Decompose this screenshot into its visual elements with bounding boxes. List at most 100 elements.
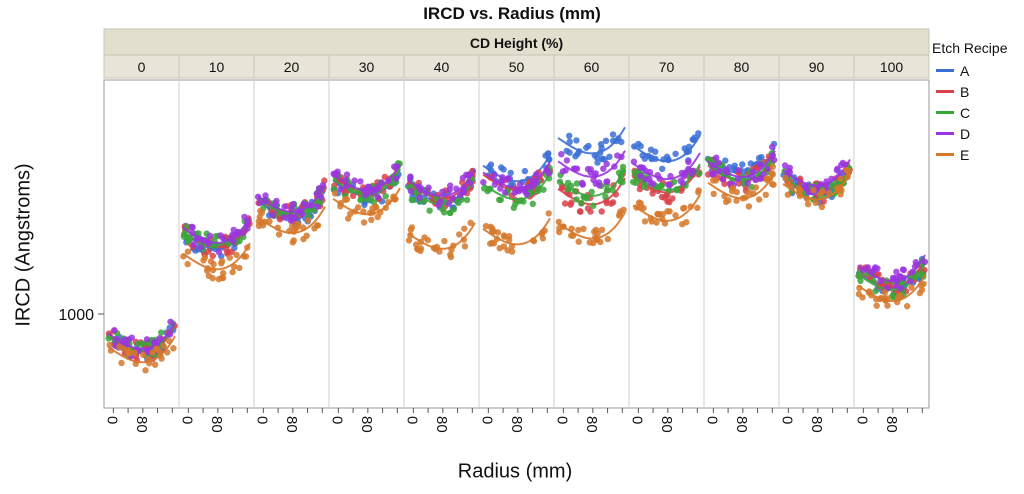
data-point-D bbox=[595, 179, 603, 186]
data-point-E bbox=[360, 208, 367, 215]
data-point-E bbox=[752, 184, 760, 191]
data-point-E bbox=[377, 209, 384, 216]
data-point-D bbox=[460, 188, 467, 195]
data-point-E bbox=[219, 274, 227, 282]
data-point-E bbox=[804, 201, 812, 208]
data-point-A bbox=[546, 156, 553, 163]
x-tick-label: 0 bbox=[253, 416, 270, 424]
data-point-C bbox=[487, 185, 494, 192]
data-point-E bbox=[488, 239, 496, 246]
data-point-D bbox=[667, 172, 674, 180]
x-tick-label: 0 bbox=[178, 416, 195, 424]
data-point-E bbox=[590, 239, 597, 247]
data-point-E bbox=[236, 264, 243, 272]
data-point-D bbox=[864, 264, 871, 271]
data-point-C bbox=[855, 272, 862, 280]
data-point-D bbox=[435, 201, 442, 209]
data-point-C bbox=[517, 197, 524, 204]
data-point-E bbox=[894, 298, 901, 306]
data-point-E bbox=[368, 216, 375, 223]
data-point-E bbox=[505, 233, 513, 240]
data-point-A bbox=[639, 152, 646, 159]
data-point-E bbox=[351, 208, 359, 215]
data-point-A bbox=[591, 152, 598, 159]
data-point-E bbox=[461, 243, 469, 250]
data-point-C bbox=[510, 204, 517, 211]
data-point-E bbox=[672, 212, 679, 219]
data-point-A bbox=[635, 140, 642, 148]
data-point-E bbox=[292, 225, 300, 232]
data-point-D bbox=[422, 189, 429, 197]
data-point-D bbox=[407, 174, 414, 181]
data-point-E bbox=[184, 248, 192, 255]
data-point-C bbox=[463, 196, 471, 204]
data-point-E bbox=[575, 226, 582, 234]
legend-label: A bbox=[960, 62, 970, 79]
data-point-C bbox=[368, 195, 375, 202]
data-point-D bbox=[921, 258, 929, 266]
data-point-E bbox=[501, 233, 508, 240]
legend-item-B: B bbox=[932, 81, 1007, 102]
data-point-D bbox=[897, 285, 905, 292]
x-tick-label: 80 bbox=[883, 416, 900, 433]
data-point-C bbox=[139, 340, 146, 347]
data-point-D bbox=[291, 214, 298, 222]
data-point-D bbox=[497, 185, 504, 192]
data-point-E bbox=[450, 242, 457, 249]
data-point-E bbox=[616, 212, 623, 219]
data-point-D bbox=[113, 336, 120, 343]
legend-swatch bbox=[936, 69, 954, 72]
data-point-A bbox=[659, 165, 666, 172]
data-point-C bbox=[578, 200, 585, 207]
data-point-C bbox=[540, 186, 547, 193]
series-fit-line-D bbox=[257, 185, 326, 213]
data-point-D bbox=[439, 188, 446, 195]
data-point-D bbox=[877, 277, 884, 285]
data-point-E bbox=[372, 203, 379, 210]
data-point-D bbox=[453, 185, 460, 192]
data-point-E bbox=[200, 257, 207, 264]
data-point-D bbox=[189, 224, 196, 231]
data-point-E bbox=[290, 237, 297, 244]
data-point-E bbox=[337, 199, 344, 207]
data-point-E bbox=[417, 238, 424, 246]
data-point-A bbox=[576, 148, 583, 155]
data-point-E bbox=[170, 345, 177, 352]
data-point-D bbox=[590, 176, 597, 184]
data-point-A bbox=[566, 138, 573, 145]
data-point-D bbox=[111, 327, 118, 334]
panel-label: 10 bbox=[209, 59, 225, 75]
x-tick-label: 80 bbox=[733, 416, 750, 433]
data-point-E bbox=[126, 349, 133, 356]
data-point-E bbox=[908, 284, 915, 291]
data-point-D bbox=[715, 159, 722, 166]
data-point-A bbox=[606, 153, 613, 160]
data-point-A bbox=[599, 155, 606, 163]
x-tick-label: 80 bbox=[358, 416, 375, 433]
data-point-D bbox=[900, 266, 907, 274]
x-tick-label: 80 bbox=[208, 416, 225, 433]
data-point-C bbox=[348, 187, 355, 194]
data-point-E bbox=[385, 199, 392, 206]
data-point-A bbox=[695, 130, 702, 137]
data-point-B bbox=[209, 252, 216, 260]
data-point-E bbox=[341, 196, 349, 203]
data-point-A bbox=[487, 161, 495, 168]
data-point-D bbox=[244, 220, 251, 228]
data-point-D bbox=[685, 158, 692, 166]
data-point-E bbox=[244, 244, 251, 251]
data-point-D bbox=[720, 176, 727, 183]
data-point-E bbox=[721, 192, 728, 200]
data-point-E bbox=[209, 266, 217, 274]
panel-label: 70 bbox=[659, 59, 675, 75]
data-point-E bbox=[226, 254, 233, 261]
data-point-E bbox=[810, 186, 817, 194]
panel-label: 40 bbox=[434, 59, 450, 75]
data-point-D bbox=[802, 182, 809, 190]
data-point-D bbox=[646, 175, 653, 182]
data-point-A bbox=[609, 131, 617, 138]
panel-label: 60 bbox=[584, 59, 600, 75]
data-point-E bbox=[408, 224, 416, 231]
data-point-E bbox=[456, 231, 463, 238]
data-point-E bbox=[803, 195, 811, 203]
